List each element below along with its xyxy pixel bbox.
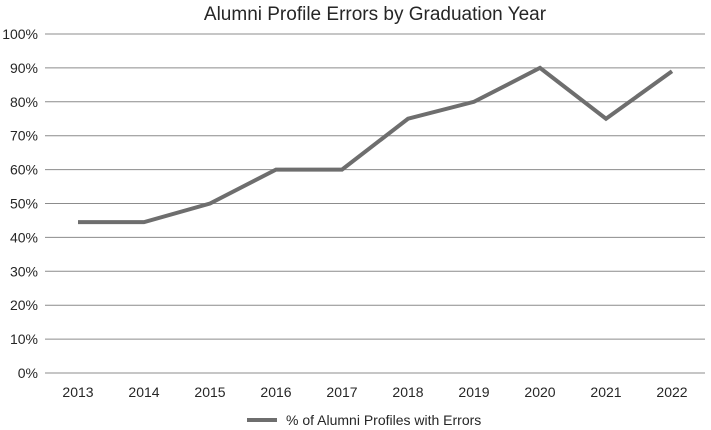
y-tick-label: 30% bbox=[10, 263, 38, 279]
x-axis-ticks: 2013 2014 2015 2016 2017 2018 2019 2020 2021 2022 bbox=[62, 384, 687, 400]
x-tick-label: 2014 bbox=[128, 384, 159, 400]
series-layer bbox=[78, 65, 674, 225]
y-tick-label: 60% bbox=[10, 162, 38, 178]
y-tick-label: 90% bbox=[10, 60, 38, 76]
y-tick-label: 80% bbox=[10, 94, 38, 110]
x-tick-label: 2017 bbox=[326, 384, 357, 400]
y-tick-label: 20% bbox=[10, 297, 38, 313]
x-tick-label: 2018 bbox=[392, 384, 423, 400]
y-tick-label: 10% bbox=[10, 331, 38, 347]
y-tick-label: 0% bbox=[18, 365, 38, 381]
x-tick-label: 2016 bbox=[260, 384, 291, 400]
y-axis-ticks: 0% 10% 20% 30% 40% 50% 60% 70% 80% 90% 100% bbox=[2, 26, 38, 381]
y-tick-label: 40% bbox=[10, 229, 38, 245]
x-tick-label: 2020 bbox=[524, 384, 555, 400]
chart-title: Alumni Profile Errors by Graduation Year bbox=[204, 4, 547, 25]
x-tick-label: 2021 bbox=[590, 384, 621, 400]
x-tick-label: 2015 bbox=[194, 384, 225, 400]
gridlines bbox=[45, 33, 705, 374]
y-tick-label: 100% bbox=[2, 26, 38, 42]
x-tick-label: 2019 bbox=[458, 384, 489, 400]
legend: % of Alumni Profiles with Errors bbox=[247, 412, 481, 428]
x-tick-label: 2013 bbox=[62, 384, 93, 400]
series-line bbox=[78, 65, 674, 225]
y-tick-label: 70% bbox=[10, 128, 38, 144]
legend-label: % of Alumni Profiles with Errors bbox=[286, 412, 481, 428]
y-tick-label: 50% bbox=[10, 196, 38, 212]
x-tick-label: 2022 bbox=[656, 384, 687, 400]
